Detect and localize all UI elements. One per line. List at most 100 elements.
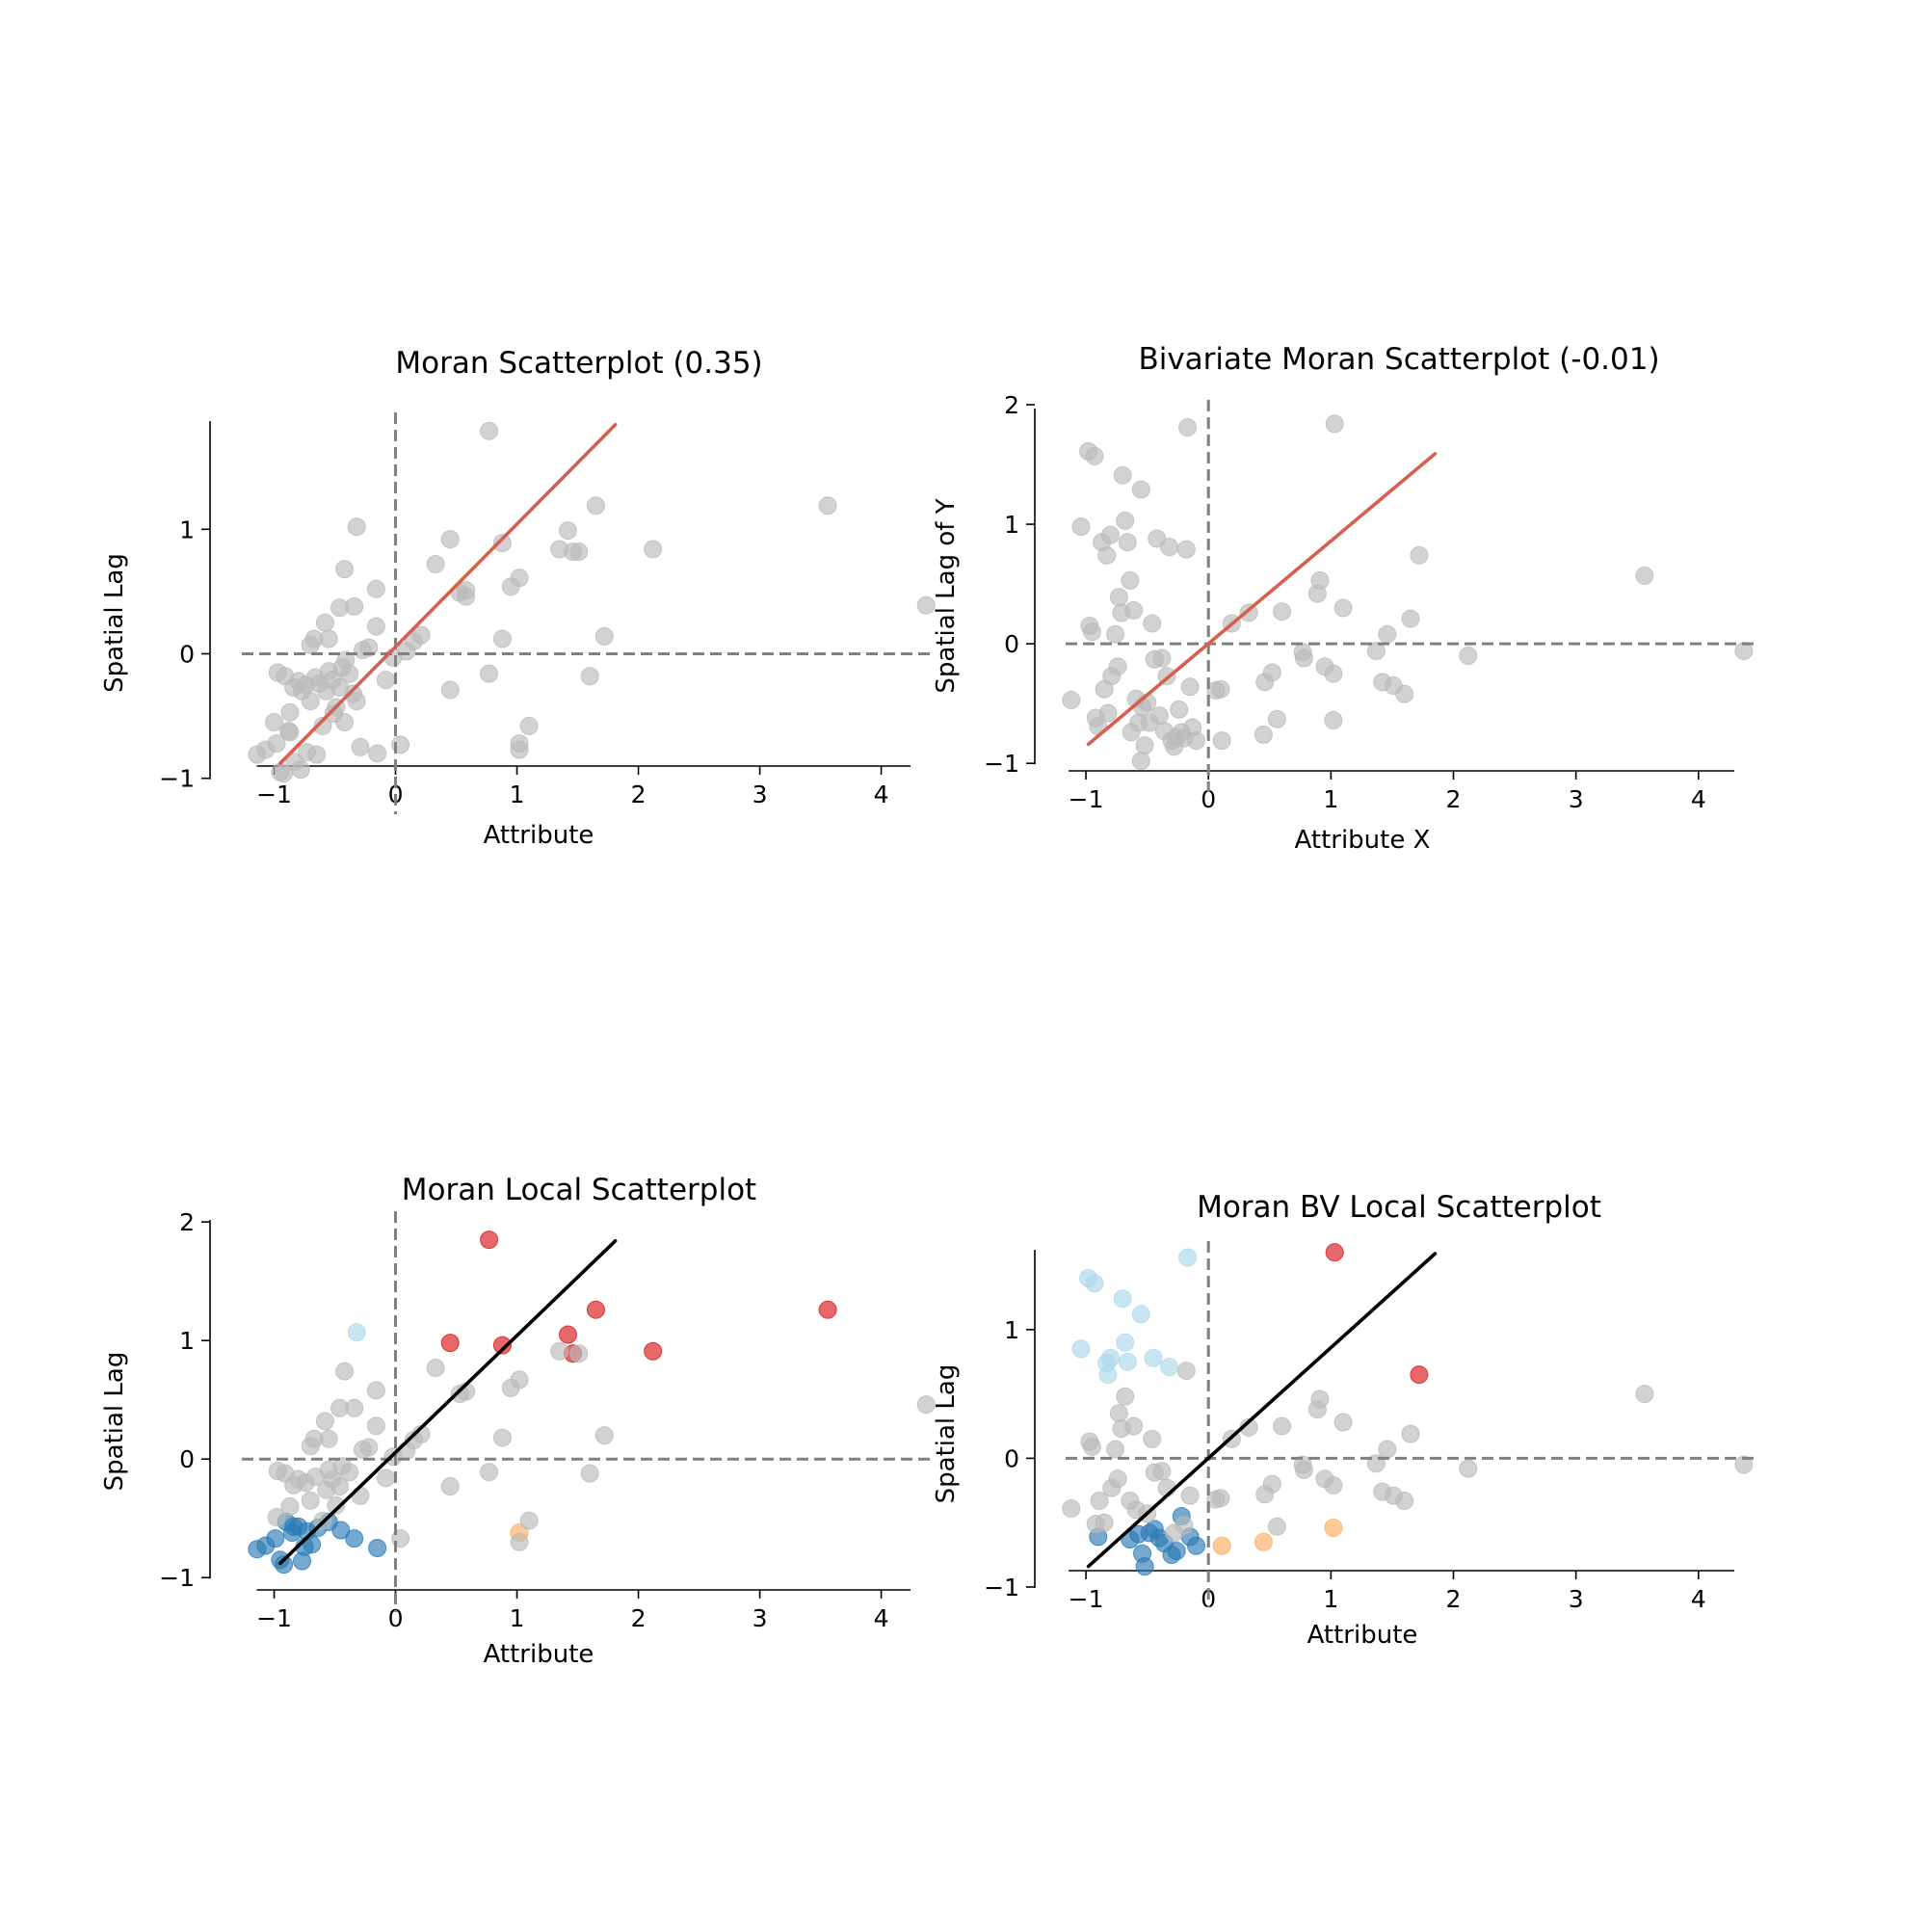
x-tick-label: 2 bbox=[631, 781, 647, 808]
y-tick-label: −1 bbox=[984, 750, 1019, 778]
data-point bbox=[1131, 480, 1150, 499]
point-ns bbox=[1082, 1437, 1101, 1456]
point-ns bbox=[301, 1491, 320, 1510]
x-tick-label: 3 bbox=[752, 781, 768, 808]
data-point bbox=[457, 587, 476, 606]
point-hh bbox=[586, 1300, 605, 1319]
chart-panel-1: Moran Scatterplot (0.35) −1 0 1 2 3 4 Attribute… bbox=[100, 346, 936, 850]
chart-panel-2: Bivariate Moran Scatterplot (-0.01) −1 0 1 2… bbox=[932, 342, 1758, 855]
point-ns bbox=[1180, 1486, 1200, 1505]
point-hh bbox=[818, 1300, 837, 1319]
data-point bbox=[1324, 711, 1343, 730]
data-point bbox=[345, 596, 364, 616]
y-axis-label: Spatial Lag bbox=[100, 553, 129, 693]
point-ns bbox=[1175, 1516, 1194, 1535]
fit-line bbox=[278, 1239, 618, 1566]
data-point bbox=[492, 533, 512, 552]
data-point bbox=[1410, 545, 1429, 565]
point-lh bbox=[1116, 1333, 1135, 1352]
point-ns bbox=[1090, 1491, 1109, 1510]
point-ns bbox=[550, 1341, 569, 1361]
data-point bbox=[492, 629, 512, 648]
data-point bbox=[1108, 657, 1127, 676]
data-point bbox=[1187, 731, 1205, 751]
point-lh bbox=[1101, 1348, 1120, 1367]
data-point bbox=[510, 569, 529, 588]
data-point bbox=[1324, 664, 1343, 683]
fit-line bbox=[1086, 1252, 1438, 1569]
point-ns bbox=[1176, 1362, 1196, 1381]
point-ns bbox=[1378, 1440, 1397, 1459]
point-ns bbox=[315, 1412, 334, 1431]
y-tick-label: 0 bbox=[1004, 1444, 1019, 1472]
data-point bbox=[426, 554, 445, 573]
data-point bbox=[480, 421, 499, 440]
point-hh bbox=[440, 1334, 460, 1353]
data-point bbox=[351, 737, 370, 756]
data-point bbox=[340, 664, 359, 683]
point-ns bbox=[1459, 1459, 1478, 1478]
data-point bbox=[307, 745, 327, 764]
point-ns bbox=[1211, 1489, 1230, 1508]
x-tick-label: 4 bbox=[1691, 785, 1706, 813]
data-point bbox=[558, 521, 577, 541]
data-point bbox=[1113, 465, 1132, 485]
point-ns bbox=[1116, 1387, 1135, 1406]
data-point bbox=[1143, 614, 1162, 633]
point-lh bbox=[1113, 1289, 1132, 1309]
x-axis-label: Attribute bbox=[484, 1640, 594, 1669]
data-point bbox=[1734, 642, 1754, 661]
y-axis-label: Spatial Lag bbox=[100, 1352, 129, 1492]
data-point bbox=[347, 692, 366, 711]
point-hh bbox=[1325, 1243, 1344, 1262]
data-point bbox=[411, 625, 431, 645]
point-ns bbox=[1095, 1513, 1114, 1532]
y-tick-label: 0 bbox=[179, 640, 195, 668]
data-point bbox=[1097, 545, 1117, 565]
x-tick-label: 1 bbox=[510, 1604, 525, 1632]
point-ns bbox=[319, 1429, 338, 1448]
data-point bbox=[1106, 624, 1125, 644]
point-lh bbox=[1085, 1274, 1104, 1293]
point-ll bbox=[282, 1522, 302, 1542]
data-point bbox=[280, 723, 300, 742]
data-point bbox=[1170, 700, 1189, 719]
point-ns bbox=[1734, 1455, 1754, 1474]
chart-title: Moran Local Scatterplot bbox=[402, 1173, 756, 1207]
point-ll bbox=[1187, 1536, 1205, 1555]
x-tick-label: 2 bbox=[631, 1604, 647, 1632]
data-point bbox=[1109, 588, 1128, 607]
data-point bbox=[1101, 525, 1120, 544]
data-point bbox=[510, 740, 529, 759]
point-ns bbox=[1294, 1460, 1313, 1479]
x-tick-label: −1 bbox=[256, 781, 292, 808]
y-tick-label: 1 bbox=[179, 1327, 195, 1355]
point-ns bbox=[366, 1381, 385, 1400]
y-tick-label: 0 bbox=[179, 1445, 195, 1473]
point-ns bbox=[1109, 1404, 1128, 1423]
point-ll bbox=[1135, 1557, 1154, 1576]
data-point bbox=[1160, 538, 1179, 557]
chart-panel-3: Moran Local Scatterplot −1 0 1 2 3 4 Attribute −… bbox=[100, 1173, 936, 1669]
x-tick-label: 2 bbox=[1446, 1585, 1462, 1613]
point-lh bbox=[1144, 1348, 1163, 1367]
data-point bbox=[1325, 414, 1344, 434]
point-ns bbox=[1273, 1416, 1291, 1436]
x-axis-label: Attribute bbox=[1307, 1621, 1418, 1650]
data-point bbox=[1395, 684, 1414, 703]
point-ns bbox=[510, 1532, 529, 1551]
data-point bbox=[1239, 603, 1258, 622]
point-ns bbox=[916, 1395, 936, 1415]
point-ns bbox=[426, 1358, 445, 1377]
data-point bbox=[1131, 752, 1150, 771]
data-point bbox=[519, 716, 539, 735]
data-point bbox=[569, 543, 589, 562]
point-ll bbox=[1167, 1542, 1186, 1561]
data-point bbox=[1378, 624, 1397, 644]
data-point bbox=[1176, 540, 1196, 559]
x-tick-label: 1 bbox=[1323, 1585, 1338, 1613]
point-hl bbox=[1254, 1532, 1273, 1551]
x-tick-label: 1 bbox=[510, 781, 525, 808]
x-axis-label: Attribute X bbox=[1295, 826, 1431, 855]
y-tick-label: −1 bbox=[984, 1574, 1019, 1601]
